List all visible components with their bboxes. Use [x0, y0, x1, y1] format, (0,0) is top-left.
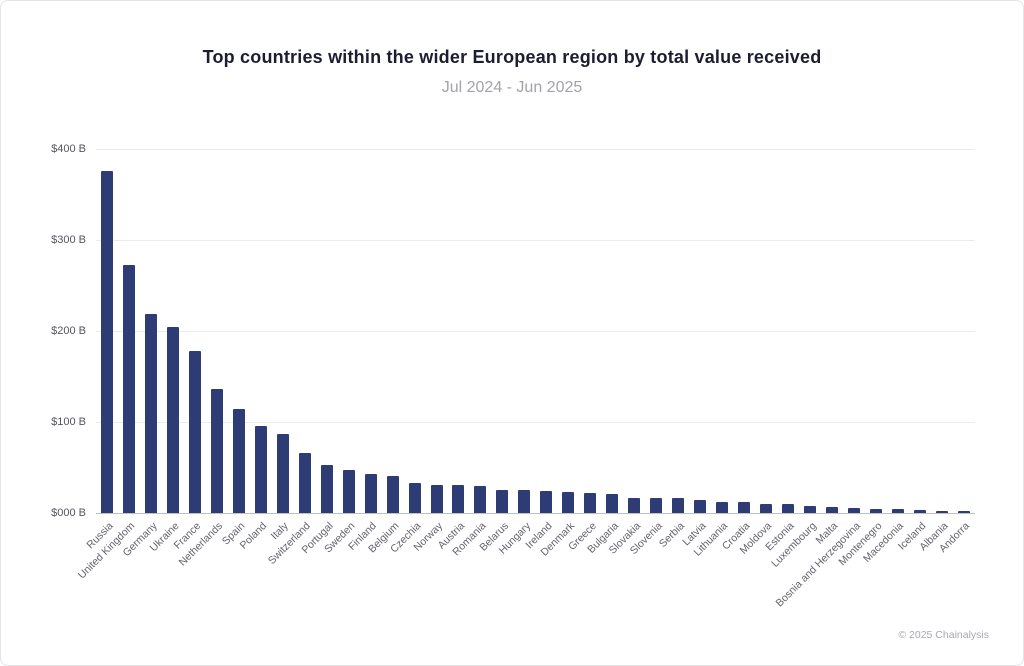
bar-column-hungary: Hungary: [496, 149, 535, 557]
bar-column-austria: Austria: [435, 149, 470, 552]
bar-column-russia: Russia: [84, 149, 118, 551]
bar-column-norway: Norway: [411, 149, 448, 554]
plot-area: Russia United Kingdom Germany Ukraine France…: [51, 143, 975, 609]
bar-italy: [276, 433, 289, 513]
bar-column-czechia: Czechia: [388, 149, 426, 555]
bar-column-latvia: Latvia: [680, 149, 711, 548]
bar-column-france: France: [172, 149, 206, 552]
bar-column-macedonia: Macedonia: [862, 149, 909, 565]
bar-macedonia: [891, 509, 904, 513]
bar-russia: [100, 170, 113, 513]
bar-column-greece: Greece: [566, 149, 601, 553]
bar-column-slovenia: Slovenia: [628, 149, 667, 557]
bar-poland: [254, 425, 267, 513]
bar-column-belgium: Belgium: [366, 149, 404, 555]
bar-bulgaria: [606, 493, 619, 513]
bar-column-bulgaria: Bulgaria: [585, 149, 623, 556]
bar-column-serbia: Serbia: [657, 149, 689, 550]
y-axis-tick: $000 B: [51, 507, 86, 519]
bar-column-estonia: Estonia: [763, 149, 799, 553]
bar-column-ireland: Ireland: [524, 149, 557, 551]
bar-moldova: [760, 503, 773, 513]
y-axis-tick: $300 B: [51, 234, 86, 246]
bar-column-montenegro: Montenegro: [836, 149, 887, 568]
bar-column-portugal: Portugal: [299, 149, 338, 556]
copyright-note: © 2025 Chainalysis: [898, 629, 989, 641]
gridline: [96, 422, 975, 423]
bar-croatia: [738, 502, 751, 513]
y-axis-tick: $400 B: [51, 143, 86, 155]
bar-luxembourg: [803, 505, 816, 513]
bar-finland: [364, 473, 377, 513]
bar-lithuania: [716, 502, 729, 513]
bar-column-romania: Romania: [451, 149, 491, 558]
bar-montenegro: [869, 509, 882, 513]
bar-ukraine: [166, 327, 179, 513]
bar-serbia: [672, 498, 685, 513]
bar-albania: [935, 511, 948, 513]
bar-column-united-kingdom: United Kingdom: [76, 149, 140, 581]
y-axis-tick: $100 B: [51, 416, 86, 428]
bar-slovenia: [650, 498, 663, 513]
bar-column-sweden: Sweden: [322, 149, 360, 555]
bar-column-iceland: Iceland: [896, 149, 931, 552]
bar-column-italy: Italy: [269, 149, 294, 542]
bar-austria: [452, 484, 465, 513]
bar-column-bosnia-and-herzegovina: Bosnia and Herzegovina: [773, 149, 865, 609]
bar-hungary: [518, 490, 531, 513]
bar-malta: [825, 506, 838, 513]
bar-column-andorra: Andorra: [937, 149, 975, 555]
bar-portugal: [320, 464, 333, 513]
bar-column-moldova: Moldova: [738, 149, 777, 557]
bar-column-croatia: Croatia: [720, 149, 755, 552]
bar-column-spain: Spain: [220, 149, 250, 547]
bar-column-malta: Malta: [814, 149, 843, 547]
bar-spain: [232, 409, 245, 513]
bar-united-kingdom: [122, 264, 135, 513]
bar-belarus: [496, 490, 509, 513]
page-title: Top countries within the wider European …: [202, 47, 822, 67]
bar-romania: [474, 485, 487, 513]
bar-andorra: [957, 511, 970, 513]
bar-column-ukraine: Ukraine: [147, 149, 184, 554]
bar-column-switzerland: Switzerland: [266, 149, 316, 567]
bar-column-germany: Germany: [120, 149, 162, 559]
gridline: [96, 240, 975, 241]
x-axis-line: [96, 513, 975, 514]
bar-czechia: [408, 482, 421, 513]
bar-column-denmark: Denmark: [538, 149, 579, 559]
bar-column-lithuania: Lithuania: [692, 149, 733, 559]
gridline: [96, 149, 975, 150]
bar-greece: [584, 492, 597, 513]
bar-latvia: [694, 500, 707, 513]
bar-denmark: [562, 492, 575, 513]
bar-switzerland: [298, 452, 311, 513]
bar-netherlands: [210, 389, 223, 513]
bar-belgium: [386, 475, 399, 513]
bar-iceland: [913, 510, 926, 513]
y-axis-tick: $200 B: [51, 325, 86, 337]
bar-column-belarus: Belarus: [477, 149, 513, 554]
bar-france: [188, 351, 201, 513]
bar-chart: Russia United Kingdom Germany Ukraine France…: [51, 143, 975, 609]
bar-column-albania: Albania: [917, 149, 953, 553]
chart-header: Top countries within the wider European …: [1, 1, 1023, 97]
bar-norway: [430, 484, 443, 513]
bar-column-netherlands: Netherlands: [177, 149, 228, 569]
gridline: [96, 331, 975, 332]
bar-sweden: [342, 470, 355, 513]
bar-column-finland: Finland: [346, 149, 382, 553]
bar-ireland: [540, 491, 553, 513]
bars-container: Russia United Kingdom Germany Ukraine France…: [76, 149, 975, 609]
bar-bosnia-and-herzegovina: [847, 508, 860, 513]
bar-column-luxembourg: Luxembourg: [769, 149, 821, 570]
chart-subtitle: Jul 2024 - Jun 2025: [441, 79, 583, 96]
bar-estonia: [782, 503, 795, 513]
bar-slovakia: [628, 498, 641, 513]
bar-column-poland: Poland: [238, 149, 272, 552]
bar-column-slovakia: Slovakia: [606, 149, 645, 557]
bar-germany: [144, 313, 157, 513]
